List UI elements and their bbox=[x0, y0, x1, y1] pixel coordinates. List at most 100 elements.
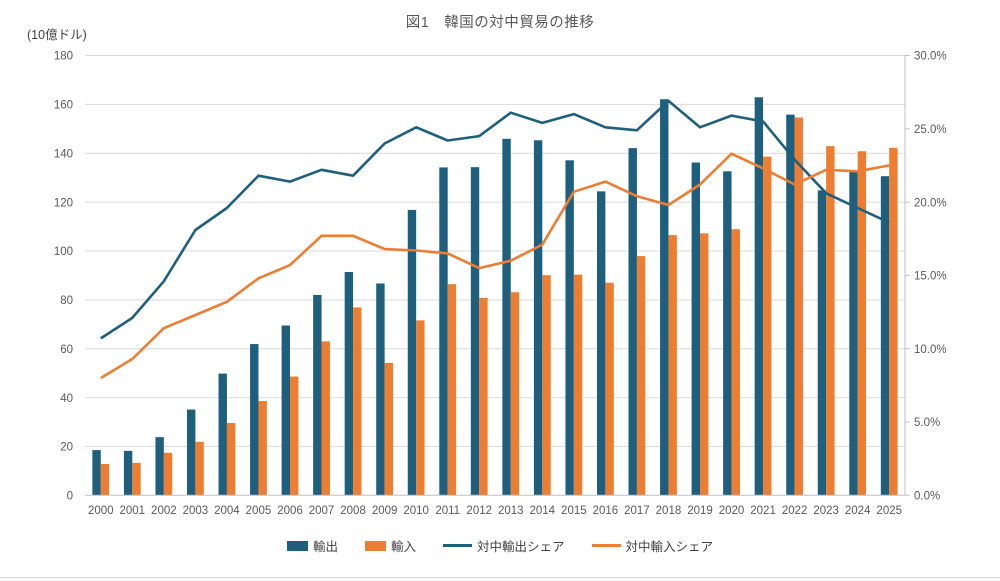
export-bar bbox=[754, 97, 764, 496]
import-bar bbox=[794, 117, 804, 496]
left-axis-tick-label: 140 bbox=[54, 148, 73, 160]
export-bar bbox=[218, 373, 227, 496]
export-share-line bbox=[100, 99, 890, 340]
chart-title: 図1 韓国の対中貿易の推移 bbox=[405, 15, 595, 31]
exports-bar-swatch-icon bbox=[286, 540, 308, 551]
export-bar bbox=[660, 99, 669, 496]
import-bar bbox=[763, 156, 772, 496]
import-bar bbox=[510, 292, 520, 496]
legend-label-imports: 輸入 bbox=[390, 540, 416, 554]
export-bar bbox=[502, 138, 511, 496]
import-bar bbox=[573, 274, 583, 496]
export-share-line-swatch-icon bbox=[443, 544, 472, 547]
export-bar bbox=[376, 283, 385, 496]
x-axis-year-label: 2017 bbox=[624, 505, 650, 517]
import-bar bbox=[700, 233, 709, 496]
legend-label-export-share: 対中輸出シェア bbox=[477, 540, 565, 554]
x-axis-year-label: 2002 bbox=[151, 505, 177, 517]
import-bar bbox=[132, 462, 141, 496]
import-bar bbox=[195, 441, 204, 496]
export-bar bbox=[565, 160, 574, 496]
x-axis-year-label: 2019 bbox=[687, 505, 713, 517]
left-axis-tick-label: 0 bbox=[67, 491, 73, 503]
import-bar bbox=[857, 151, 867, 496]
x-axis-year-label: 2000 bbox=[88, 505, 114, 517]
import-bar bbox=[479, 297, 488, 496]
legend-item-imports: 輸入 bbox=[364, 536, 416, 555]
chart-legend: 輸出 輸入 対中輸出シェア 対中輸入シェア bbox=[0, 536, 1000, 555]
x-axis-year-label: 2021 bbox=[750, 505, 776, 517]
right-axis-tick-label: 20.0% bbox=[914, 197, 947, 209]
x-axis-year-label: 2022 bbox=[782, 505, 808, 517]
import-bar bbox=[416, 320, 425, 496]
export-bar bbox=[849, 170, 858, 496]
right-axis-tick-label: 25.0% bbox=[914, 124, 947, 136]
export-bar bbox=[344, 271, 354, 496]
export-bar bbox=[439, 167, 448, 496]
imports-bar-swatch-icon bbox=[364, 540, 386, 551]
import-bar bbox=[636, 256, 646, 496]
legend-item-exports: 輸出 bbox=[286, 536, 338, 555]
import-bar bbox=[290, 376, 299, 496]
left-axis-tick-label: 40 bbox=[60, 393, 73, 405]
x-axis-year-label: 2001 bbox=[120, 505, 146, 517]
import-bar bbox=[163, 452, 173, 496]
export-bar bbox=[880, 176, 890, 496]
import-bar bbox=[384, 362, 394, 496]
x-axis-year-label: 2020 bbox=[719, 505, 745, 517]
import-share-line bbox=[100, 152, 890, 380]
x-axis-year-label: 2023 bbox=[813, 505, 839, 517]
export-bar bbox=[281, 325, 290, 496]
x-axis-year-label: 2012 bbox=[466, 505, 492, 517]
left-axis-unit-label: (10億ドル) bbox=[27, 28, 87, 42]
x-axis-year-label: 2015 bbox=[561, 505, 587, 517]
import-bar bbox=[321, 341, 330, 496]
right-axis-tick-label: 30.0% bbox=[914, 51, 947, 63]
right-axis-tick-label: 5.0% bbox=[914, 417, 940, 429]
x-axis-year-label: 2024 bbox=[845, 505, 871, 517]
x-axis-year-label: 2008 bbox=[340, 505, 366, 517]
right-axis-tick-label: 10.0% bbox=[914, 344, 947, 356]
x-axis-year-label: 2005 bbox=[246, 505, 272, 517]
legend-item-import-share: 対中輸入シェア bbox=[591, 536, 713, 555]
export-bar bbox=[250, 344, 259, 496]
x-axis-year-label: 2006 bbox=[277, 505, 303, 517]
legend-label-exports: 輸出 bbox=[312, 540, 338, 554]
x-axis-year-label: 2009 bbox=[372, 505, 398, 517]
x-axis-year-label: 2013 bbox=[498, 505, 524, 517]
right-axis-tick-label: 15.0% bbox=[914, 271, 947, 283]
export-bar bbox=[786, 114, 795, 496]
x-axis-year-label: 2010 bbox=[403, 505, 429, 517]
left-axis-tick-label: 60 bbox=[60, 344, 73, 356]
figure-bottom-border bbox=[0, 577, 1000, 578]
legend-item-export-share: 対中輸出シェア bbox=[443, 536, 565, 555]
export-bar bbox=[628, 148, 637, 496]
left-axis-tick-label: 100 bbox=[54, 246, 73, 258]
import-bar bbox=[447, 284, 457, 496]
export-bar bbox=[123, 450, 133, 496]
export-bar bbox=[817, 190, 827, 496]
import-bar bbox=[889, 147, 898, 496]
left-axis-tick-label: 160 bbox=[54, 100, 73, 112]
import-bar bbox=[226, 422, 236, 496]
export-bar bbox=[155, 437, 164, 496]
export-bar bbox=[407, 209, 417, 496]
import-share-line-swatch-icon bbox=[591, 544, 621, 547]
left-axis-tick-label: 180 bbox=[54, 51, 73, 63]
x-axis-year-label: 2007 bbox=[309, 505, 335, 517]
export-bar bbox=[186, 409, 196, 496]
import-bar bbox=[353, 307, 362, 496]
export-bar bbox=[533, 140, 543, 496]
export-bar bbox=[723, 171, 732, 496]
x-axis-year-label: 2004 bbox=[214, 505, 240, 517]
export-bar bbox=[470, 167, 480, 496]
import-bar bbox=[826, 146, 835, 496]
x-axis-year-label: 2018 bbox=[656, 505, 682, 517]
x-axis-year-label: 2014 bbox=[530, 505, 556, 517]
import-bar bbox=[542, 275, 551, 496]
x-axis-year-label: 2016 bbox=[593, 505, 619, 517]
import-bar bbox=[668, 235, 677, 496]
x-axis-year-label: 2011 bbox=[435, 505, 460, 517]
